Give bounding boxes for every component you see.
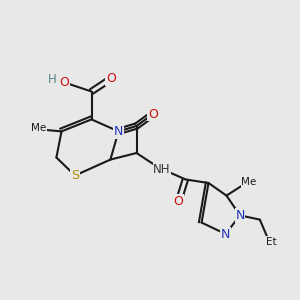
Text: O: O [60, 76, 69, 89]
Text: Et: Et [266, 237, 277, 247]
Text: N: N [221, 227, 230, 241]
Text: H: H [48, 73, 57, 86]
Text: O: O [106, 72, 116, 85]
Text: N: N [114, 125, 123, 138]
Text: S: S [71, 169, 79, 182]
Text: NH: NH [153, 163, 171, 176]
Text: Me: Me [32, 123, 46, 133]
Text: Me: Me [242, 177, 256, 188]
Text: O: O [148, 107, 158, 121]
Text: N: N [235, 209, 245, 222]
Text: O: O [174, 195, 183, 208]
